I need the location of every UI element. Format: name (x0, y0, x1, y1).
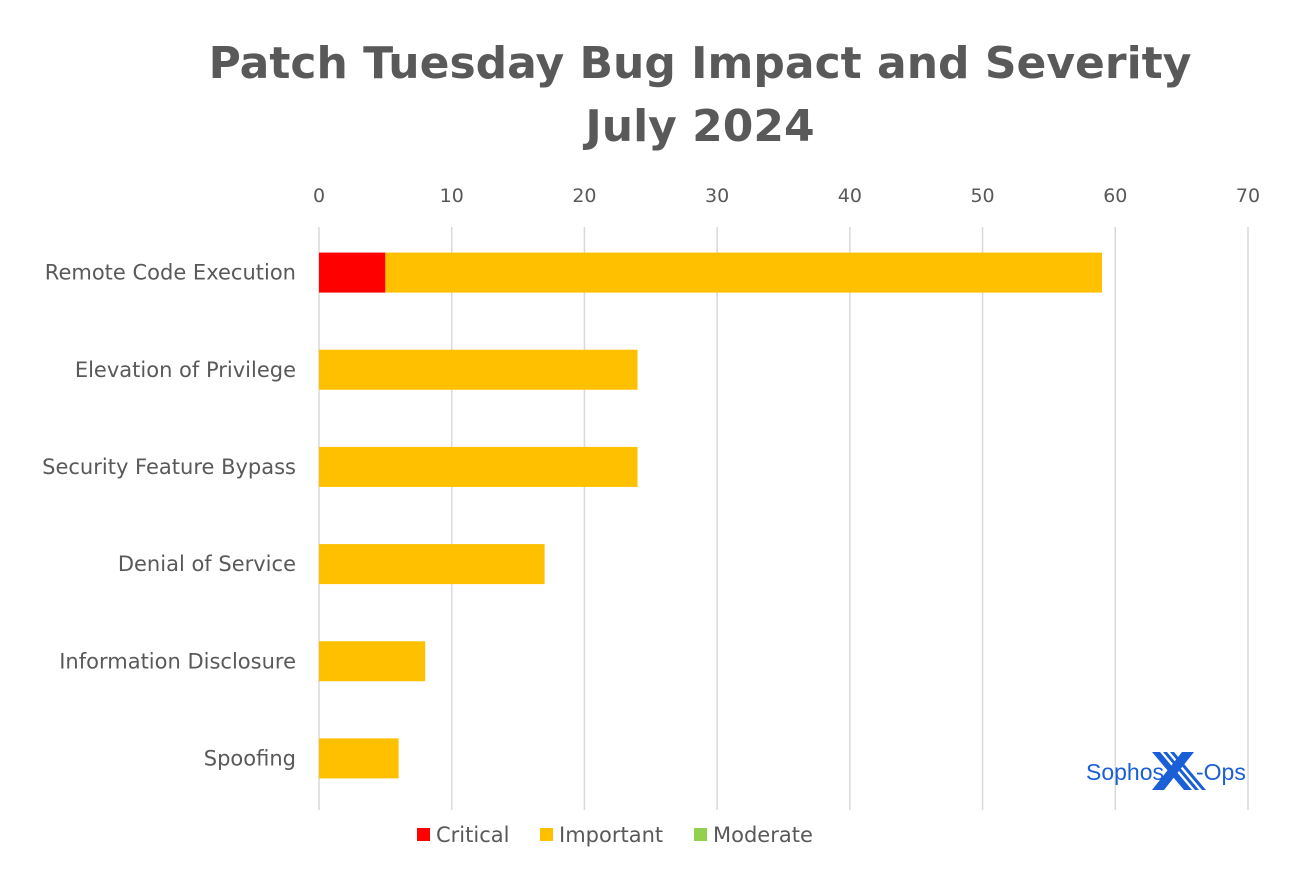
category-labels: Remote Code Execution Elevation of Privil… (42, 261, 296, 771)
legend-label: Important (559, 823, 663, 847)
category-label: Information Disclosure (59, 649, 296, 673)
x-tick-label: 20 (572, 185, 596, 207)
legend-label: Moderate (713, 823, 813, 847)
x-tick-label: 70 (1236, 185, 1260, 207)
sophos-xops-logo: Sophos -Ops (1086, 752, 1246, 790)
chart-title-line-2: July 2024 (582, 101, 814, 152)
svg-text:-Ops: -Ops (1196, 759, 1246, 785)
legend-swatch-moderate (694, 828, 707, 841)
bar-important (319, 349, 638, 390)
x-tick-label: 10 (440, 185, 464, 207)
legend: Critical Important Moderate (417, 823, 813, 847)
x-tick-label: 0 (313, 185, 325, 207)
legend-label: Critical (436, 823, 509, 847)
svg-text:Sophos: Sophos (1086, 759, 1164, 785)
x-tick-labels: 0 10 20 30 40 50 60 70 (313, 185, 1260, 207)
x-tick-label: 40 (838, 185, 862, 207)
category-label: Spoofing (204, 746, 296, 770)
x-tick-label: 50 (970, 185, 994, 207)
bar-important (319, 641, 426, 682)
bar-important (319, 738, 399, 779)
bar-critical (319, 252, 386, 293)
bar-important (319, 544, 545, 585)
legend-swatch-critical (417, 828, 430, 841)
bar-important (385, 252, 1103, 293)
chart-title-line-1: Patch Tuesday Bug Impact and Severity (209, 38, 1192, 89)
bars (319, 252, 1103, 779)
category-label: Security Feature Bypass (42, 455, 296, 479)
category-label: Denial of Service (118, 552, 296, 576)
x-tick-label: 60 (1103, 185, 1127, 207)
category-label: Elevation of Privilege (75, 358, 296, 382)
gridlines (318, 227, 1249, 810)
x-tick-label: 30 (705, 185, 729, 207)
x-logo-mark (1152, 752, 1206, 790)
legend-swatch-important (540, 828, 553, 841)
category-label: Remote Code Execution (45, 261, 296, 285)
bar-important (319, 446, 638, 487)
